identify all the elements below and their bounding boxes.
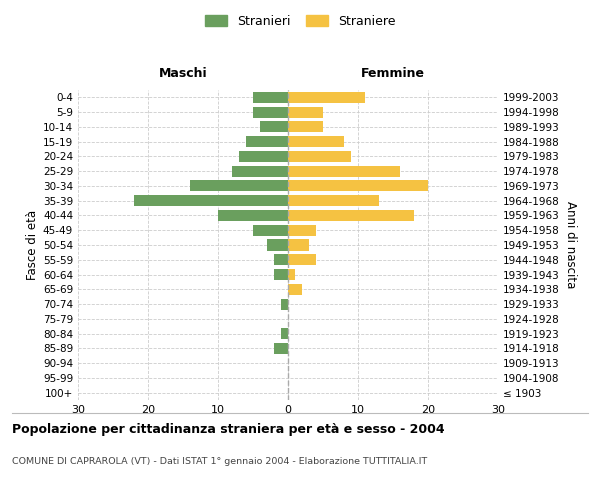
Bar <box>288 269 295 280</box>
Bar <box>134 195 288 206</box>
Bar <box>232 166 288 176</box>
Text: Popolazione per cittadinanza straniera per età e sesso - 2004: Popolazione per cittadinanza straniera p… <box>12 422 445 436</box>
Bar <box>218 210 288 221</box>
Bar <box>288 92 365 103</box>
Bar <box>288 284 302 295</box>
Bar <box>288 151 351 162</box>
Bar <box>288 180 428 192</box>
Bar <box>260 122 288 132</box>
Bar <box>288 195 379 206</box>
Bar <box>274 254 288 266</box>
Bar <box>267 240 288 250</box>
Bar <box>288 210 414 221</box>
Text: COMUNE DI CAPRAROLA (VT) - Dati ISTAT 1° gennaio 2004 - Elaborazione TUTTITALIA.: COMUNE DI CAPRAROLA (VT) - Dati ISTAT 1°… <box>12 458 427 466</box>
Bar <box>288 240 309 250</box>
Bar <box>288 122 323 132</box>
Bar <box>253 224 288 236</box>
Text: Maschi: Maschi <box>158 67 208 80</box>
Bar <box>288 166 400 176</box>
Bar <box>190 180 288 192</box>
Bar <box>281 298 288 310</box>
Bar <box>274 269 288 280</box>
Bar <box>274 343 288 354</box>
Legend: Stranieri, Straniere: Stranieri, Straniere <box>201 11 399 32</box>
Bar <box>288 106 323 118</box>
Bar <box>288 136 344 147</box>
Y-axis label: Anni di nascita: Anni di nascita <box>564 202 577 288</box>
Y-axis label: Fasce di età: Fasce di età <box>26 210 39 280</box>
Text: Femmine: Femmine <box>361 67 425 80</box>
Bar <box>253 92 288 103</box>
Bar <box>281 328 288 339</box>
Bar <box>288 254 316 266</box>
Bar <box>246 136 288 147</box>
Bar <box>288 224 316 236</box>
Bar <box>239 151 288 162</box>
Bar <box>253 106 288 118</box>
